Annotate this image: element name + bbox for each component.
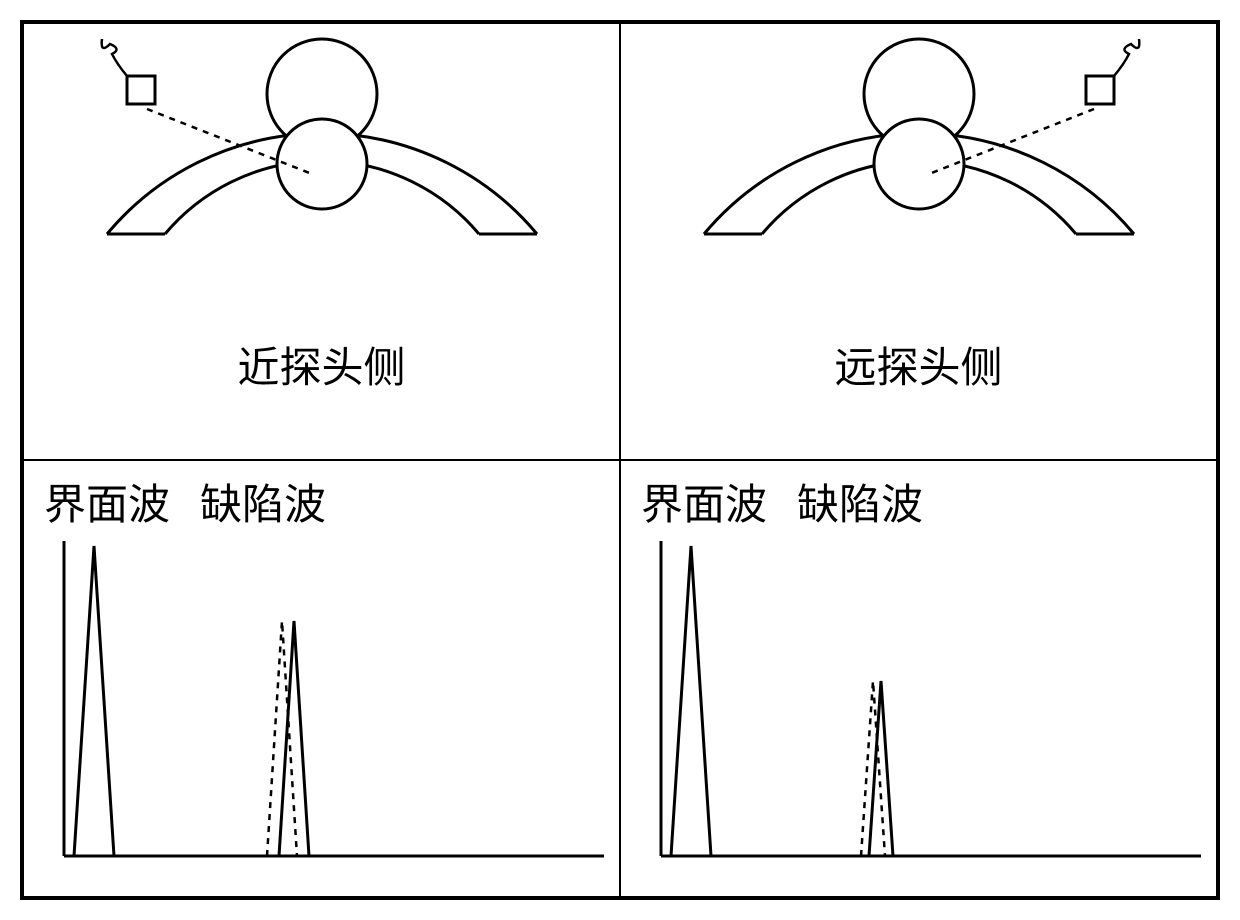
panel-top-left: 近探头侧 [23,23,620,460]
figure-grid: 近探头侧 远探头侧 界面波 缺陷波 [20,20,1220,900]
interface-wave-label: 界面波 [641,471,767,532]
defect-wave-label: 缺陷波 [797,471,923,532]
caption-right: 远探头侧 [834,334,1002,395]
panel-bottom-left: 界面波 缺陷波 [23,460,620,897]
defect-wave-label: 缺陷波 [200,471,326,532]
schematic-right [620,34,1217,314]
panel-top-right: 远探头侧 [620,23,1217,460]
wave-labels-right: 界面波 缺陷波 [641,471,923,532]
interface-wave-label: 界面波 [44,471,170,532]
wave-labels-left: 界面波 缺陷波 [44,471,326,532]
schematic-left [23,34,620,314]
panel-bottom-right: 界面波 缺陷波 [620,460,1217,897]
caption-left: 近探头侧 [237,334,405,395]
